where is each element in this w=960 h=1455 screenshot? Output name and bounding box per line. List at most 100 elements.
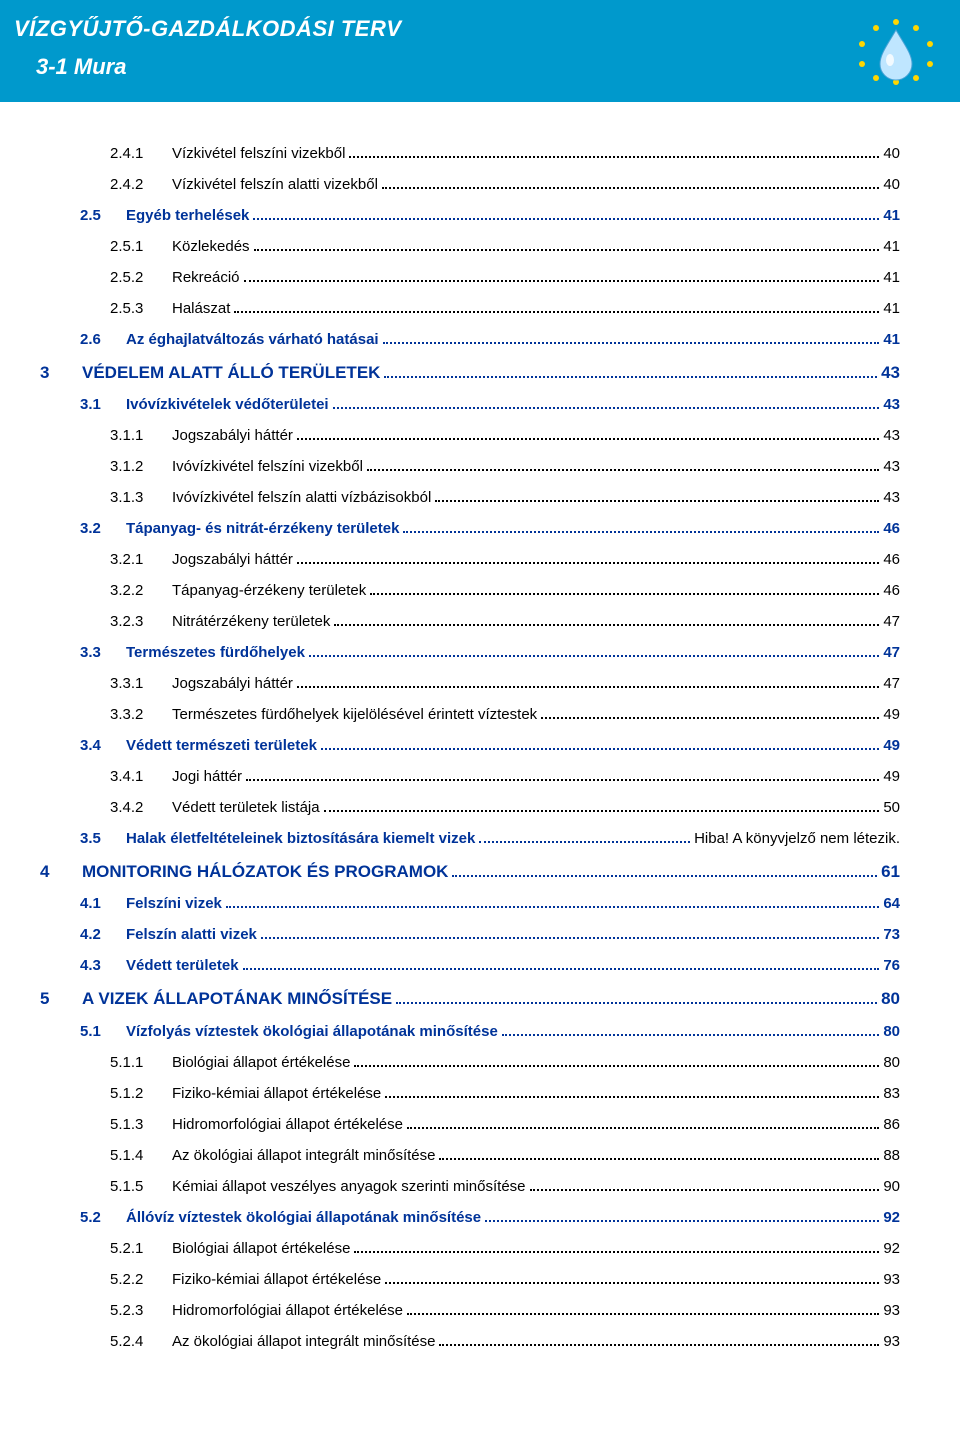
toc-page: 43 xyxy=(881,359,900,386)
toc-text: Természetes fürdőhelyek kijelölésével ér… xyxy=(172,703,537,727)
toc-text: Tápanyag-érzékeny területek xyxy=(172,579,366,603)
toc-leader-dots xyxy=(253,218,879,220)
toc-text: Vízfolyás víztestek ökológiai állapotána… xyxy=(126,1020,498,1044)
toc-page: 83 xyxy=(883,1082,900,1106)
toc-row: 4.1Felszíni vizek64 xyxy=(80,892,900,916)
toc-text: Nitrátérzékeny területek xyxy=(172,610,330,634)
toc-row: 5.2.1Biológiai állapot értékelése92 xyxy=(110,1237,900,1261)
toc-number: 4 xyxy=(40,858,76,885)
toc-row: 5.2Állóvíz víztestek ökológiai állapotán… xyxy=(80,1206,900,1230)
toc-text: Védett területek listája xyxy=(172,796,320,820)
toc-row: 3.1.2Ivóvízkivétel felszíni vizekből43 xyxy=(110,455,900,479)
toc-leader-dots xyxy=(297,438,879,440)
toc-page: 73 xyxy=(883,923,900,947)
toc-number: 5 xyxy=(40,985,76,1012)
toc-leader-dots xyxy=(243,968,880,970)
page-header: VÍZGYŰJTŐ-GAZDÁLKODÁSI TERV 3-1 Mura xyxy=(0,0,960,102)
toc-row: 4.3Védett területek76 xyxy=(80,954,900,978)
toc-number: 2.5.3 xyxy=(110,297,166,321)
toc-leader-dots xyxy=(324,810,880,812)
toc-page: 40 xyxy=(883,173,900,197)
toc-text: Természetes fürdőhelyek xyxy=(126,641,305,665)
toc-row: 2.5.3Halászat41 xyxy=(110,297,900,321)
toc-leader-dots xyxy=(485,1220,879,1222)
toc-number: 5.2.3 xyxy=(110,1299,166,1323)
toc-row: 4.2Felszín alatti vizek73 xyxy=(80,923,900,947)
toc-page: 50 xyxy=(883,796,900,820)
toc-leader-dots xyxy=(530,1189,880,1191)
toc-row: 5.1.1Biológiai állapot értékelése 80 xyxy=(110,1051,900,1075)
toc-leader-dots xyxy=(254,249,880,251)
toc-page: Hiba! A könyvjelző nem létezik. xyxy=(694,827,900,851)
toc-number: 3.4.2 xyxy=(110,796,166,820)
toc-row: 5.1.4Az ökológiai állapot integrált minő… xyxy=(110,1144,900,1168)
toc-number: 5.2.4 xyxy=(110,1330,166,1354)
toc-number: 5.2.2 xyxy=(110,1268,166,1292)
toc-page: 46 xyxy=(883,548,900,572)
toc-leader-dots xyxy=(261,937,879,939)
toc-leader-dots xyxy=(297,686,879,688)
toc-row: 3.4Védett természeti területek49 xyxy=(80,734,900,758)
toc-text: Vízkivétel felszíni vizekből xyxy=(172,142,345,166)
toc-leader-dots xyxy=(541,717,879,719)
toc-leader-dots xyxy=(384,376,877,378)
header-subtitle: 3-1 Mura xyxy=(36,54,940,80)
toc-row: 3.3Természetes fürdőhelyek47 xyxy=(80,641,900,665)
toc-page: 47 xyxy=(883,641,900,665)
toc-row: 5.1.2Fiziko-kémiai állapot értékelése83 xyxy=(110,1082,900,1106)
toc-leader-dots xyxy=(246,779,879,781)
toc-page: 47 xyxy=(883,610,900,634)
toc-page: 47 xyxy=(883,672,900,696)
toc-leader-dots xyxy=(502,1034,880,1036)
toc-text: Hidromorfológiai állapot értékelése xyxy=(172,1113,403,1137)
toc-page: 41 xyxy=(883,266,900,290)
toc-row: 3.4.1Jogi háttér49 xyxy=(110,765,900,789)
toc-row: 5.2.3Hidromorfológiai állapot értékelése… xyxy=(110,1299,900,1323)
toc-leader-dots xyxy=(334,624,879,626)
toc-text: Állóvíz víztestek ökológiai állapotának … xyxy=(126,1206,481,1230)
toc-number: 3.2 xyxy=(80,517,120,541)
toc-number: 5.1.1 xyxy=(110,1051,166,1075)
toc-row: 2.5.1Közlekedés41 xyxy=(110,235,900,259)
toc-row: 2.5Egyéb terhelések41 xyxy=(80,204,900,228)
toc-page: 93 xyxy=(883,1299,900,1323)
toc-page: 80 xyxy=(881,985,900,1012)
toc-page: 41 xyxy=(883,328,900,352)
toc-leader-dots xyxy=(321,748,879,750)
toc-leader-dots xyxy=(407,1313,879,1315)
toc-number: 3.1.1 xyxy=(110,424,166,448)
toc-number: 5.1 xyxy=(80,1020,120,1044)
toc-row: 5.1Vízfolyás víztestek ökológiai állapot… xyxy=(80,1020,900,1044)
toc-number: 2.6 xyxy=(80,328,120,352)
toc-page: 43 xyxy=(883,486,900,510)
toc-number: 3.4 xyxy=(80,734,120,758)
toc-number: 5.1.5 xyxy=(110,1175,166,1199)
toc-text: Jogszabályi háttér xyxy=(172,548,293,572)
toc-text: Biológiai állapot értékelése xyxy=(172,1051,350,1075)
toc-row: 3.1Ivóvízkivételek védőterületei43 xyxy=(80,393,900,417)
toc-number: 3.4.1 xyxy=(110,765,166,789)
toc-number: 3.1.2 xyxy=(110,455,166,479)
toc-row: 3.3.2Természetes fürdőhelyek kijelölésév… xyxy=(110,703,900,727)
toc-page: 92 xyxy=(883,1237,900,1261)
toc-number: 3 xyxy=(40,359,76,386)
toc-row: 2.4.1Vízkivétel felszíni vizekből40 xyxy=(110,142,900,166)
toc-text: Védett természeti területek xyxy=(126,734,317,758)
toc-row: 2.6Az éghajlatváltozás várható hatásai41 xyxy=(80,328,900,352)
toc-page: 41 xyxy=(883,235,900,259)
toc-row: 2.4.2Vízkivétel felszín alatti vizekből4… xyxy=(110,173,900,197)
toc-page: 80 xyxy=(883,1051,900,1075)
toc-number: 5.2 xyxy=(80,1206,120,1230)
toc-number: 5.1.4 xyxy=(110,1144,166,1168)
toc-page: 86 xyxy=(883,1113,900,1137)
toc-text: Jogszabályi háttér xyxy=(172,424,293,448)
toc-number: 5.1.2 xyxy=(110,1082,166,1106)
toc-page: 61 xyxy=(881,858,900,885)
toc-row: 3.3.1Jogszabályi háttér47 xyxy=(110,672,900,696)
toc-text: Rekreáció xyxy=(172,266,240,290)
toc-page: 41 xyxy=(883,297,900,321)
toc-leader-dots xyxy=(226,906,879,908)
toc-page: 43 xyxy=(883,455,900,479)
toc-page: 93 xyxy=(883,1330,900,1354)
toc-leader-dots xyxy=(354,1251,879,1253)
